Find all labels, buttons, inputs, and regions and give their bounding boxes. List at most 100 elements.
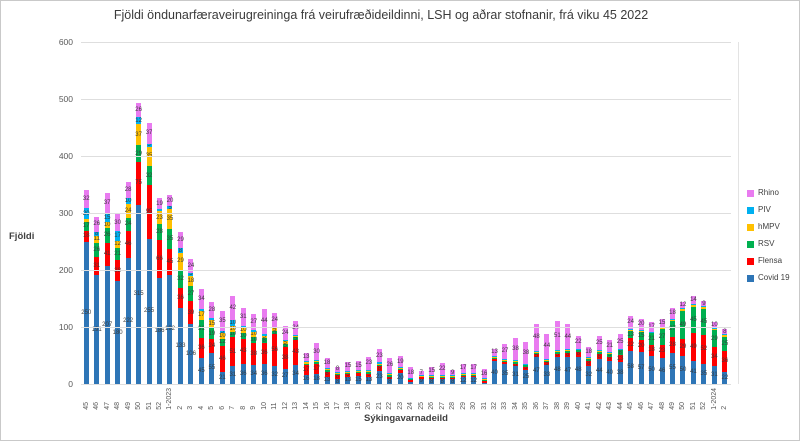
- bar-segment-hmpv: 10: [104, 222, 111, 228]
- x-tick-cell: 26: [427, 388, 437, 410]
- bar-segment-covid-19: 8: [429, 379, 435, 385]
- segment-value-label: 31: [512, 372, 519, 379]
- bar-group: 8 22: [437, 362, 447, 385]
- bar-segment-hmpv: [418, 375, 424, 377]
- segment-value-label: 27: [250, 319, 258, 326]
- bar-segment-hmpv: 5: [261, 334, 267, 340]
- x-tick-cell: 48: [657, 388, 667, 410]
- segment-value-label: 24: [292, 324, 299, 331]
- bar-group: 13 8 18: [322, 357, 332, 384]
- segment-value-label: 58: [627, 364, 634, 371]
- segment-value-label: 51: [553, 332, 561, 339]
- segment-value-label: 7: [419, 369, 423, 376]
- bar-group: 41 49 45 14: [688, 296, 698, 384]
- bar-group: 31 51 10 10 10 42: [228, 296, 238, 384]
- bar-segment-rsv: 13: [627, 331, 634, 339]
- bar-segment-hmpv: [408, 378, 414, 379]
- bar-segment-covid-19: 8: [387, 379, 393, 385]
- x-tick-cell: 18: [343, 388, 353, 410]
- x-tick-cell: 37: [542, 388, 552, 410]
- segment-value-label: 13: [491, 349, 498, 356]
- legend-label: RSV: [758, 239, 775, 248]
- bar-segment-piv: 10: [229, 320, 236, 326]
- bar-segment-rsv: 10: [229, 331, 236, 337]
- bar-group: 50182117: [647, 321, 657, 384]
- x-tick-cell: 5: [207, 388, 217, 410]
- x-tick-cell: 7: [228, 388, 238, 410]
- bar-segment-rhino: 18: [324, 357, 330, 369]
- x-tick-cell: 50: [134, 388, 144, 410]
- segment-value-label: 12: [470, 377, 477, 384]
- x-tick-label: 28: [449, 402, 457, 410]
- segment-value-label: 133: [175, 343, 186, 350]
- x-tick-cell: 16: [322, 388, 332, 410]
- segment-value-label: 23: [365, 360, 373, 367]
- segment-value-label: 36: [239, 370, 247, 377]
- y-tick-label: 0: [68, 379, 73, 389]
- segment-value-label: 39: [187, 309, 195, 316]
- bar-segment-covid-19: 13: [324, 376, 330, 384]
- x-tick-label: 25: [417, 402, 425, 410]
- x-tick-cell: 50: [678, 388, 688, 410]
- x-tick-cell: 25: [416, 388, 426, 410]
- bar-segment-rhino: 15: [658, 318, 666, 328]
- bar-segment-hmpv: 10: [219, 333, 226, 339]
- bar-segment-rsv: 45: [701, 308, 707, 335]
- bar-segment-covid-19: 47: [533, 357, 540, 384]
- x-tick-label: 33: [501, 402, 509, 410]
- bar-segment-covid-19: 57: [638, 351, 644, 384]
- bar-segment-covid-19: 12: [470, 377, 477, 384]
- bar-segment-rhino: 15: [355, 361, 362, 370]
- bar-segment-hmpv: [397, 368, 403, 370]
- segment-value-label: 40: [606, 369, 614, 376]
- bar-group: 16: [479, 369, 489, 384]
- y-tick-label: 500: [58, 94, 73, 104]
- segment-value-label: 35: [218, 317, 226, 324]
- x-tick-label: 34: [511, 402, 519, 410]
- x-tick-label: 9: [250, 405, 258, 410]
- segment-value-label: 24: [281, 329, 289, 336]
- bar-segment-piv: [293, 334, 299, 336]
- bar-segment-piv: [575, 348, 581, 350]
- segment-value-label: 8: [440, 378, 444, 385]
- x-tick-label: 36: [532, 402, 540, 410]
- bar-segment-rsv: [334, 373, 340, 375]
- x-tick-label: 39: [564, 402, 572, 410]
- segment-value-label: 47: [533, 367, 540, 374]
- legend-label: Rhino: [758, 188, 779, 197]
- segment-value-label: 255: [144, 308, 155, 315]
- bar-segment-rsv: [565, 350, 571, 353]
- x-tick-cell: 3: [186, 388, 196, 410]
- x-tick-label: 51: [689, 402, 697, 410]
- x-tick-label: 47: [103, 402, 111, 410]
- segment-value-label: 11: [93, 236, 100, 243]
- bar-segment-covid-19: 35: [502, 364, 508, 384]
- segment-value-label: 15: [658, 319, 666, 326]
- segment-value-label: 32: [177, 275, 184, 282]
- bar-segment-flensa: 38: [114, 259, 121, 282]
- bar-segment-piv: [376, 362, 382, 364]
- bar-segment-piv: 17: [114, 231, 121, 241]
- x-tick-cell: 35: [521, 388, 531, 410]
- segment-value-label: 36: [260, 370, 268, 377]
- bar-segment-rsv: 27: [188, 286, 194, 302]
- legend-item-rhino: Rhino: [747, 189, 790, 197]
- bar-group: 21 46 12 10 5 35: [217, 310, 227, 384]
- x-tick-label: 7: [229, 405, 237, 410]
- bar-segment-rsv: 8: [617, 350, 623, 356]
- segment-value-label: 9: [450, 369, 455, 376]
- bar-segment-rsv: 31: [198, 320, 205, 338]
- x-tick-cell: 31: [479, 388, 489, 410]
- segment-value-label: 46: [124, 241, 132, 248]
- bar-segment-rsv: [450, 376, 456, 378]
- bar-segment-covid-19: 36: [260, 363, 268, 384]
- bar-segment-rhino: 19: [156, 198, 163, 210]
- bar-group: 8 5 26: [385, 357, 395, 385]
- bar-segment-flensa: 18: [648, 345, 655, 356]
- bar-segment-rhino: 8: [334, 366, 340, 372]
- segment-value-label: 25: [616, 338, 624, 345]
- bar-group: 55 28 27 18: [667, 308, 677, 384]
- bar-segment-flensa: 8: [376, 366, 382, 372]
